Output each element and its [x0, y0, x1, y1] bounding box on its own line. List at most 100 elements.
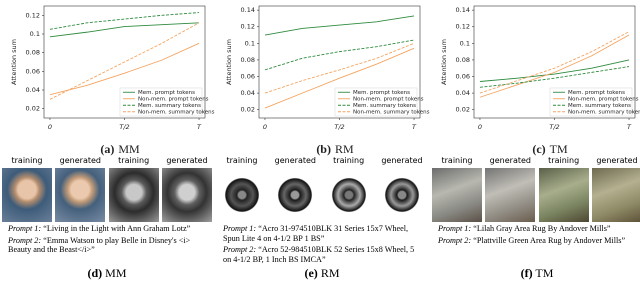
- x-tick-label: T: [197, 123, 202, 131]
- prompt: Prompt 1: “Lilah Gray Area Rug By Andove…: [432, 224, 640, 234]
- series-line: [49, 22, 200, 38]
- image-row: training generated training generated: [432, 156, 640, 222]
- series-line: [479, 59, 630, 82]
- caption-title: RM: [335, 142, 354, 156]
- image: [108, 168, 159, 222]
- prompt-label: Prompt 1:: [223, 224, 257, 233]
- panel-caption: (f) TM: [432, 266, 640, 281]
- image: [376, 168, 427, 222]
- x-tick-label: 0: [478, 123, 482, 131]
- image: [270, 168, 321, 222]
- legend-label: Mem. summary tokens: [353, 103, 416, 109]
- chart: 0.02 0.04 0.06 0.08 0.1 0.12 0.14 0 T/2 T Attentio…: [225, 5, 430, 156]
- y-tick-label: 0.02: [26, 105, 40, 113]
- panel-caption: (d) MM: [2, 266, 212, 281]
- legend-label: Mem. prompt tokens: [568, 90, 625, 96]
- image-panel: training generated training generated Prompt…: [432, 156, 640, 245]
- prompt-text: “Living in the Light with Ann Graham Lot…: [43, 224, 191, 233]
- y-tick-label: 0.04: [26, 86, 40, 94]
- image: [485, 168, 536, 222]
- x-tick-label: T: [412, 123, 417, 131]
- chart: 0.02 0.04 0.06 0.08 0.1 0.12 0.14 0 T/2 T Attentio…: [440, 5, 640, 156]
- legend-label: Non-mem. prompt tokens: [568, 96, 639, 102]
- caption-title: MM: [118, 142, 140, 156]
- image-label: training: [548, 156, 580, 165]
- legend-label: Non-mem. summary tokens: [138, 109, 215, 115]
- y-tick-label: 0.1: [460, 39, 470, 47]
- chart-caption: (b) RM: [316, 142, 354, 156]
- legend-label: Mem. summary tokens: [138, 103, 201, 109]
- prompt: Prompt 2: “Emma Watson to play Belle in …: [2, 236, 212, 255]
- y-tick-label: 0.06: [26, 67, 40, 75]
- legend-label: Non-mem. summary tokens: [568, 109, 640, 115]
- image-label: training: [11, 156, 43, 165]
- y-tick-label: 0.12: [26, 11, 40, 19]
- legend-label: Non-mem. prompt tokens: [353, 96, 424, 102]
- x-tick-label: T/2: [334, 123, 344, 131]
- x-tick-label: 0: [48, 123, 52, 131]
- legend-label: Non-mem. summary tokens: [353, 109, 430, 115]
- y-tick-label: 0.04: [241, 89, 255, 97]
- image-cell: training: [323, 156, 374, 222]
- series-line: [264, 42, 415, 94]
- image: [538, 168, 589, 222]
- y-axis-label: Attention sum: [225, 39, 233, 85]
- image-label: generated: [59, 156, 101, 165]
- caption-label: (c): [532, 142, 545, 156]
- image-cell: training: [2, 156, 52, 222]
- series-line: [479, 66, 630, 88]
- image-cell: training: [538, 156, 589, 222]
- charts: 0.02 0.04 0.06 0.08 0.1 0.12 0 T/2 T Attention su…: [10, 5, 640, 156]
- prompt: Prompt 1: “Living in the Light with Ann …: [2, 224, 212, 234]
- series-line: [479, 34, 630, 98]
- prompt-text: “Acro 52-984510BLK 52 Series 15x8 Wheel,…: [223, 245, 415, 264]
- image-cell: training: [108, 156, 159, 222]
- image: [161, 168, 212, 222]
- prompt-label: Prompt 1:: [8, 224, 42, 233]
- image: [217, 168, 267, 222]
- x-tick-label: T/2: [549, 123, 559, 131]
- prompt-label: Prompt 1:: [438, 224, 472, 233]
- series-line: [264, 47, 415, 109]
- image-panel: training generated training generated Prompt…: [217, 156, 427, 264]
- image-panel: training generated training generated Prompt…: [2, 156, 212, 255]
- y-tick-label: 0.14: [241, 6, 255, 14]
- x-tick-label: T/2: [119, 123, 129, 131]
- series-line: [264, 15, 415, 36]
- prompt: Prompt 1: “Acro 31-974510BLK 31 Series 1…: [217, 224, 427, 243]
- caption-title: TM: [550, 142, 568, 156]
- chart-caption: (c) TM: [532, 142, 568, 156]
- image-label: training: [118, 156, 150, 165]
- image-cell: generated: [55, 156, 106, 222]
- series-line: [49, 42, 200, 96]
- caption-title: RM: [320, 266, 340, 280]
- image: [591, 168, 640, 222]
- y-tick-label: 0.12: [241, 23, 255, 31]
- image-cell: generated: [270, 156, 321, 222]
- y-tick-label: 0.06: [456, 73, 470, 81]
- caption-title: MM: [105, 266, 127, 280]
- y-tick-label: 0.08: [26, 49, 40, 57]
- y-tick-label: 0.04: [456, 89, 470, 97]
- image-row: training generated training generated: [2, 156, 212, 222]
- image-cell: training: [217, 156, 267, 222]
- chart: 0.02 0.04 0.06 0.08 0.1 0.12 0 T/2 T Attention su…: [10, 5, 215, 156]
- y-tick-label: 0.12: [456, 23, 470, 31]
- y-tick-label: 0.08: [241, 56, 255, 64]
- prompt-label: Prompt 2:: [223, 245, 257, 254]
- image-cell: generated: [376, 156, 427, 222]
- legend-label: Non-mem. prompt tokens: [138, 96, 209, 102]
- image-cell: generated: [161, 156, 212, 222]
- y-tick-label: 0.02: [241, 106, 255, 114]
- series-line: [49, 22, 200, 100]
- image-label: training: [441, 156, 473, 165]
- y-axis-label: Attention sum: [440, 39, 448, 85]
- prompt: Prompt 2: “Acro 52-984510BLK 52 Series 1…: [217, 245, 427, 264]
- y-tick-label: 0.02: [456, 106, 470, 114]
- series-line: [264, 39, 415, 71]
- prompt-label: Prompt 2:: [438, 235, 472, 245]
- y-tick-label: 0.1: [30, 30, 40, 38]
- image-row: training generated training generated: [217, 156, 427, 222]
- y-tick-label: 0.14: [456, 6, 470, 14]
- prompt-label: Prompt 2:: [8, 235, 42, 245]
